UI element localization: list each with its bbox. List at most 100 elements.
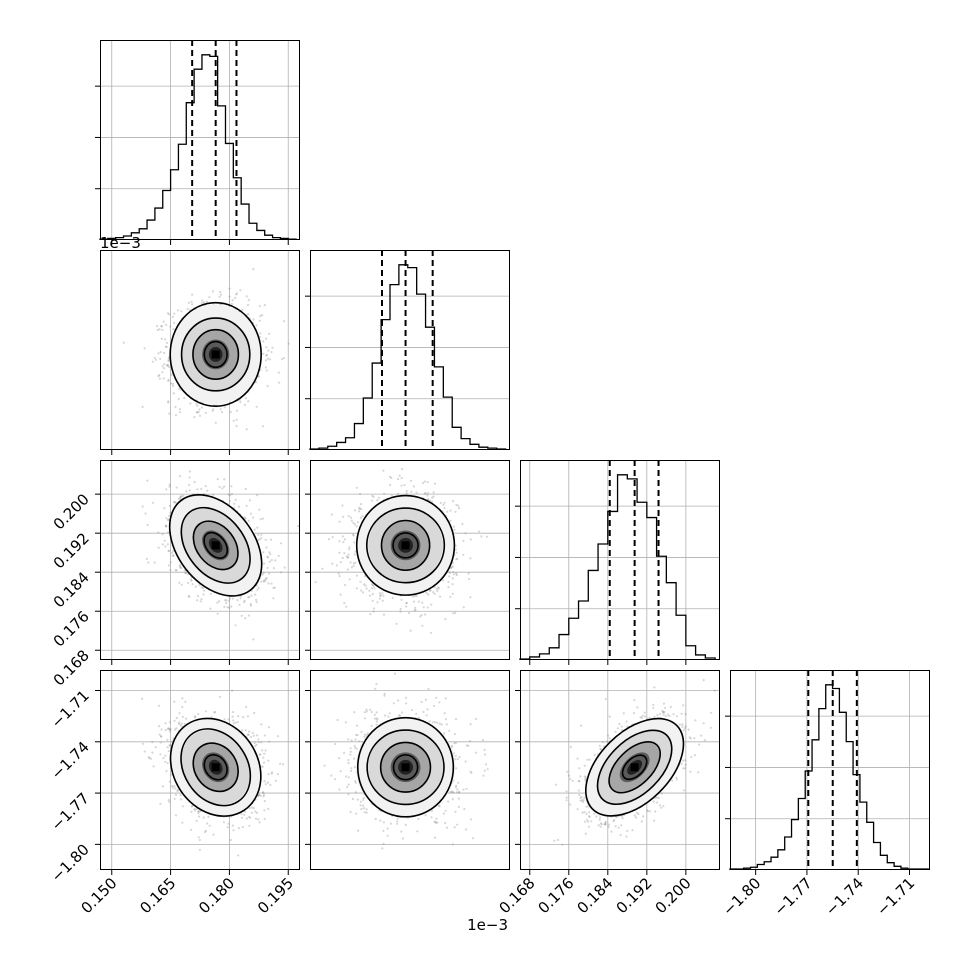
scatter-1-2-point	[347, 568, 349, 570]
scatter-1-2-point	[348, 548, 350, 550]
scatter-1-2-point	[340, 594, 342, 596]
scatter-1-2-point	[422, 482, 424, 484]
scatter-0-2-point	[270, 583, 272, 585]
scatter-1-2-point	[421, 625, 423, 627]
scatter-0-1-point	[157, 375, 159, 377]
scatter-0-1-point	[198, 408, 200, 410]
scatter-0-2	[95, 460, 300, 665]
scatter-0-3-point	[158, 705, 160, 707]
scatter-0-1-point	[203, 301, 205, 303]
scatter-1-2-point	[399, 475, 401, 477]
scatter-0-2-point	[223, 478, 225, 480]
scatter-1-2-point	[463, 606, 465, 608]
scatter-0-2-point	[240, 597, 242, 599]
scatter-1-2-point	[342, 541, 344, 543]
panels-layer	[95, 40, 930, 875]
scatter-1-2-point	[397, 493, 399, 495]
scatter-0-1-point	[167, 380, 169, 382]
scatter-0-2-point	[241, 615, 243, 617]
scatter-0-2-point	[202, 587, 204, 589]
scatter-0-2-point	[269, 553, 271, 555]
scatter-1-2-point	[359, 581, 361, 583]
histogram-1	[305, 250, 510, 450]
scatter-0-1-point	[236, 410, 238, 412]
scatter-0-1-point	[245, 397, 247, 399]
scatter-0-2-point	[146, 558, 148, 560]
scatter-1-2-point	[336, 564, 338, 566]
scatter-0-1-point	[201, 302, 203, 304]
scatter-0-1-point	[270, 351, 272, 353]
scatter-0-1-point	[167, 360, 169, 362]
scatter-1-2-point	[378, 497, 380, 499]
scatter-1-2-point	[366, 587, 368, 589]
scatter-1-2-point	[453, 526, 455, 528]
scatter-0-1-point	[248, 299, 250, 301]
scatter-1-2-point	[381, 592, 383, 594]
scatter-0-1-point	[163, 363, 165, 365]
scatter-0-2-point	[272, 597, 274, 599]
scatter-1-2-point	[414, 609, 416, 611]
scatter-0-1-point	[168, 313, 170, 315]
scatter-1-2-point	[399, 611, 401, 613]
scatter-1-2-point	[351, 520, 353, 522]
scatter-1-2-point	[360, 503, 362, 505]
scatter-0-1-point	[247, 400, 249, 402]
scatter-1-2-point	[486, 536, 488, 538]
scatter-0-2-point	[200, 598, 202, 600]
scatter-1-2-point	[452, 500, 454, 502]
scatter-1-2-point	[371, 500, 373, 502]
scatter-1-2-point	[321, 568, 323, 570]
scatter-1-2-point	[469, 557, 471, 559]
scatter-0-1-point	[262, 353, 264, 355]
scatter-1-2-point	[462, 554, 464, 556]
scatter-1-2-point	[369, 595, 371, 597]
scatter-1-2-point	[427, 492, 429, 494]
scatter-0-2-point	[230, 605, 232, 607]
scatter-1-2-point	[461, 523, 463, 525]
scatter-0-1-point	[236, 419, 238, 421]
scatter-0-2-point	[252, 638, 254, 640]
scatter-0-1-point	[247, 313, 249, 315]
scatter-1-2-point	[468, 578, 470, 580]
scatter-0-1-point	[188, 302, 190, 304]
scatter-0-2-point	[172, 555, 174, 557]
scatter-1-2-point	[413, 601, 415, 603]
scatter-1-2-point	[432, 591, 434, 593]
scatter-0-1-point	[163, 352, 165, 354]
scatter-0-2-point	[169, 569, 171, 571]
scatter-0-2-point	[280, 542, 282, 544]
scatter-0-3-point	[233, 722, 235, 724]
scatter-0-1-point	[173, 322, 175, 324]
scatter-1-2-point	[400, 599, 402, 601]
scatter-0-2-point	[190, 578, 192, 580]
scatter-0-2-point	[203, 590, 205, 592]
scatter-1-2-point	[446, 511, 448, 513]
scatter-1-2-point	[354, 562, 356, 564]
scatter-0-2-point	[200, 600, 202, 602]
scatter-1-2-point	[368, 590, 370, 592]
scatter-1-2-point	[371, 587, 373, 589]
scatter-0-1-point	[201, 299, 203, 301]
scatter-0-2-point	[228, 600, 230, 602]
scatter-0-1-point	[187, 308, 189, 310]
scatter-0-2-point	[189, 470, 191, 472]
scatter-0-2-point	[247, 596, 249, 598]
scatter-1-2-point	[458, 507, 460, 509]
scatter-1-2-point	[353, 565, 355, 567]
scatter-0-2-point	[280, 571, 282, 573]
scatter-1-2-point	[443, 507, 445, 509]
scatter-0-2-point	[182, 495, 184, 497]
scatter-1-2-point	[413, 485, 415, 487]
scatter-0-1-point	[239, 289, 241, 291]
scatter-0-1-point	[267, 358, 269, 360]
scatter-0-1-point	[144, 347, 146, 349]
scatter-1-2-point	[356, 575, 358, 577]
scatter-0-2-point	[227, 606, 229, 608]
scatter-0-2-point	[245, 488, 247, 490]
scatter-0-1-point	[177, 309, 179, 311]
scatter-0-2-point	[243, 601, 245, 603]
scatter-1-2-point	[442, 504, 444, 506]
scatter-0-1-point	[163, 367, 165, 369]
scatter-1-2-point	[480, 535, 482, 537]
scatter-0-2-point	[180, 496, 182, 498]
